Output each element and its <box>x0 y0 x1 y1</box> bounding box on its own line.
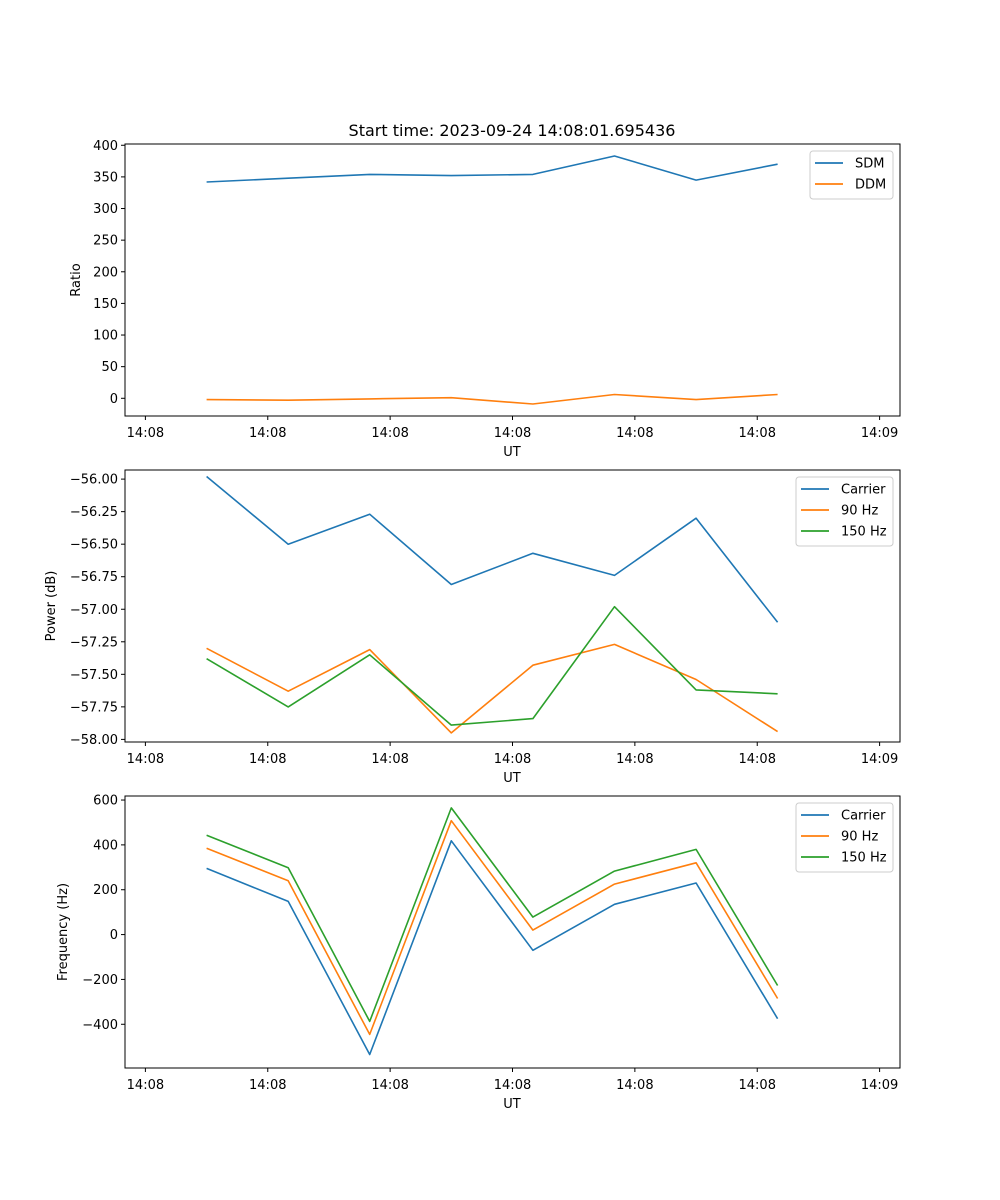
frequency-y-tick-label: −200 <box>82 973 118 988</box>
frequency-legend-label-90-hz: 90 Hz <box>841 830 878 845</box>
frequency-legend-label-150-hz: 150 Hz <box>841 851 887 866</box>
ratio-y-tick-label: 200 <box>93 265 118 280</box>
ratio-y-tick-label: 250 <box>93 234 118 249</box>
power-series-carrier-line <box>206 475 779 623</box>
frequency-y-tick-label: 200 <box>93 883 118 898</box>
power-y-tick-label: −57.25 <box>70 635 118 650</box>
ratio-x-tick-label: 14:08 <box>739 426 776 441</box>
ratio-y-tick-label: 350 <box>93 170 118 185</box>
power-x-tick-label: 14:08 <box>494 752 531 767</box>
power-legend: Carrier 90 Hz 150 Hz <box>795 476 894 547</box>
power-series-90-hz-line <box>206 643 779 734</box>
frequency-y-axis-label: Frequency (Hz) <box>56 883 71 981</box>
power-y-tick-label: −57.00 <box>70 603 118 618</box>
power-y-tick-label: −57.75 <box>70 700 118 715</box>
power-legend-label-carrier: Carrier <box>841 483 886 498</box>
frequency-y-tick-label: −400 <box>82 1018 118 1033</box>
power-y-tick-label: −58.00 <box>70 733 118 748</box>
frequency-series-carrier-line <box>206 839 779 1056</box>
power-y-tick-label: −56.00 <box>70 473 118 488</box>
power-y-tick-label: −56.75 <box>70 570 118 585</box>
ratio-y-tick-label: 50 <box>101 360 118 375</box>
ratio-x-tick-label: 14:09 <box>861 426 898 441</box>
power-panel: −56.00 −56.25 −56.50 −56.75 −57.00 −57.25 −57.… <box>44 469 901 786</box>
ratio-legend: SDM DDM <box>809 150 894 200</box>
ratio-y-axis-label: Ratio <box>69 263 84 296</box>
power-y-tick-label: −56.50 <box>70 538 118 553</box>
frequency-series-90-hz-line <box>206 819 779 1036</box>
frequency-x-tick-label: 14:09 <box>861 1078 898 1093</box>
ratio-y-tick-label: 0 <box>110 392 118 407</box>
power-x-tick-label: 14:08 <box>371 752 408 767</box>
frequency-y-tick-label: 400 <box>93 838 118 853</box>
frequency-x-tick-label: 14:08 <box>494 1078 531 1093</box>
ratio-x-tick-label: 14:08 <box>127 426 164 441</box>
ratio-series-sdm-line <box>206 155 778 183</box>
frequency-legend: Carrier 90 Hz 150 Hz <box>795 802 894 873</box>
ratio-legend-label-sdm: SDM <box>855 157 884 172</box>
frequency-panel: 600 400 200 0 −200 −400 14:08 14:08 14:08 14:08 1… <box>56 794 901 1112</box>
ratio-x-tick-label: 14:08 <box>494 426 531 441</box>
frequency-x-axis-label: UT <box>503 1097 521 1112</box>
chart-title: Start time: 2023-09-24 14:08:01.695436 <box>349 121 676 140</box>
power-x-tick-label: 14:08 <box>739 752 776 767</box>
frequency-x-tick-label: 14:08 <box>739 1078 776 1093</box>
power-x-tick-label: 14:08 <box>249 752 286 767</box>
frequency-x-tick-label: 14:08 <box>616 1078 653 1093</box>
power-y-tick-label: −56.25 <box>70 505 118 520</box>
power-legend-box <box>795 476 894 547</box>
frequency-legend-box <box>795 802 894 873</box>
ratio-legend-label-ddm: DDM <box>855 178 886 193</box>
ratio-y-tick-label: 300 <box>93 202 118 217</box>
ratio-x-tick-label: 14:08 <box>249 426 286 441</box>
ratio-series-ddm-line <box>206 393 778 405</box>
frequency-legend-label-carrier: Carrier <box>841 809 886 824</box>
frequency-y-tick-label: 600 <box>93 794 118 809</box>
ratio-y-tick-label: 400 <box>93 139 118 154</box>
ratio-x-tick-label: 14:08 <box>616 426 653 441</box>
ratio-x-axis-label: UT <box>503 445 521 460</box>
ratio-x-tick-label: 14:08 <box>371 426 408 441</box>
power-x-tick-label: 14:08 <box>127 752 164 767</box>
frequency-x-tick-label: 14:08 <box>127 1078 164 1093</box>
ratio-panel: 0 50 100 150 200 250 300 350 400 14:08 14:08 14:08… <box>69 121 901 460</box>
power-legend-label-90-hz: 90 Hz <box>841 504 878 519</box>
power-x-axis-label: UT <box>503 771 521 786</box>
power-y-axis-label: Power (dB) <box>44 571 59 642</box>
power-series-150-hz-line <box>206 605 778 726</box>
ratio-y-tick-label: 100 <box>93 329 118 344</box>
power-x-tick-label: 14:09 <box>861 752 898 767</box>
frequency-x-tick-label: 14:08 <box>249 1078 286 1093</box>
frequency-x-tick-label: 14:08 <box>371 1078 408 1093</box>
frequency-y-tick-label: 0 <box>110 928 118 943</box>
ratio-y-tick-label: 150 <box>93 297 118 312</box>
power-legend-label-150-hz: 150 Hz <box>841 525 887 540</box>
frequency-series-150-hz-line <box>206 807 779 1023</box>
power-y-tick-label: −57.50 <box>70 668 118 683</box>
power-x-tick-label: 14:08 <box>616 752 653 767</box>
